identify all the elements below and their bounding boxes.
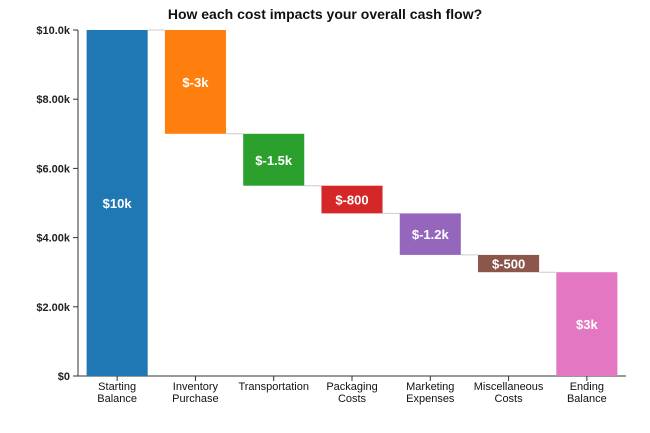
x-tick-label-line: Marketing: [406, 381, 454, 393]
x-tick-label: Ending Balance: [567, 381, 607, 405]
bar-value-label: $-1.5k: [255, 153, 293, 168]
y-tick-label: $4.00k: [36, 233, 71, 245]
y-axis: $0 $2.00k $4.00k $6.00k $8.00k $10.0k: [36, 25, 79, 383]
y-tick-label: $8.00k: [36, 94, 71, 106]
y-tick-label: $10.0k: [36, 25, 71, 37]
x-tick-label: Inventory Purchase: [172, 381, 218, 405]
connector-lines: [147, 29, 557, 273]
bar: [164, 30, 226, 134]
chart-title: How each cost impacts your overall cash …: [168, 6, 482, 22]
bar: [478, 254, 540, 273]
bar-value-labels: $10k $-3k $-1.5k $-800 $-1.2k $-500 $3k: [103, 75, 599, 332]
x-tick-label-line: Transportation: [238, 381, 309, 393]
x-tick-label-line: Miscellaneous: [474, 381, 544, 393]
bar: [399, 213, 461, 255]
x-tick-label: Starting Balance: [97, 381, 137, 405]
x-tick-label: Marketing Expenses: [406, 381, 455, 405]
y-tick-label: $6.00k: [36, 163, 71, 175]
bar-value-label: $-500: [492, 257, 525, 272]
x-tick-label-line: Balance: [97, 393, 137, 405]
x-tick-label-line: Ending: [570, 381, 604, 393]
x-tick-label-line: Costs: [338, 393, 367, 405]
bar-value-label: $3k: [576, 317, 598, 332]
x-tick-label-line: Balance: [567, 393, 607, 405]
bar-value-label: $10k: [103, 196, 133, 211]
bar-value-label: $-1.2k: [412, 227, 450, 242]
bar-value-label: $-3k: [182, 75, 209, 90]
y-tick-label: $0: [58, 371, 70, 383]
y-tick-label: $2.00k: [36, 302, 71, 314]
x-tick-label: Packaging Costs: [326, 381, 377, 405]
bar-value-label: $-800: [335, 193, 368, 208]
x-tick-label-line: Inventory: [173, 381, 219, 393]
x-tick-label: Transportation: [238, 381, 309, 393]
x-tick-label-line: Packaging: [326, 381, 377, 393]
x-tick-label-line: Starting: [98, 381, 136, 393]
bar: [86, 30, 148, 376]
bar: [321, 185, 383, 214]
x-tick-label-line: Costs: [495, 393, 524, 405]
bar: [556, 272, 618, 376]
bar: [243, 133, 305, 186]
x-tick-label-line: Expenses: [406, 393, 455, 405]
bars: [86, 30, 618, 376]
x-tick-label-line: Purchase: [172, 393, 218, 405]
x-tick-label: Miscellaneous Costs: [474, 381, 544, 405]
